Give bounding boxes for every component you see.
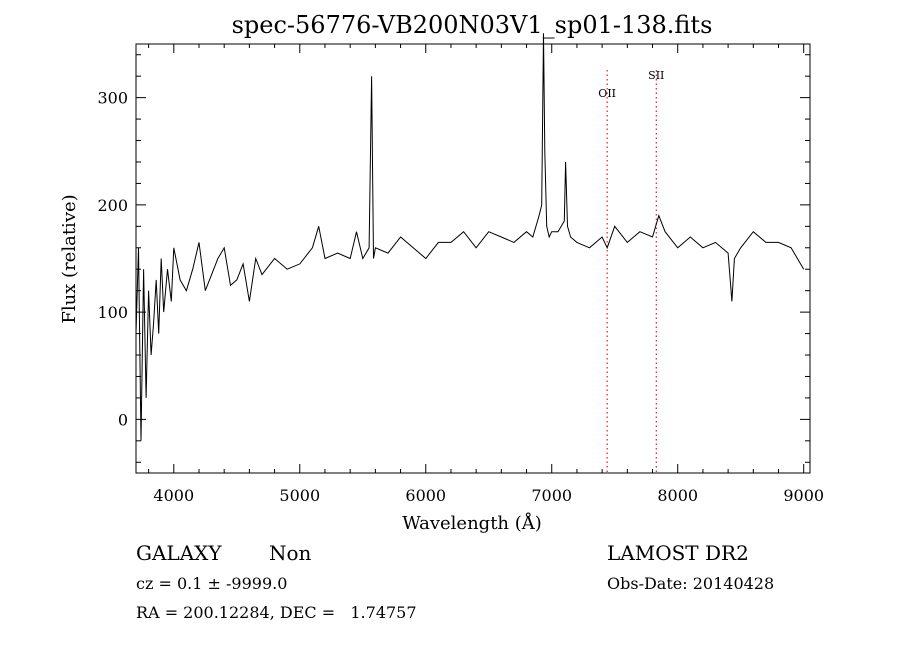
emission-line-label: OII — [598, 87, 616, 100]
x-tick-label: 9000 — [783, 486, 824, 505]
x-tick-label: 6000 — [405, 486, 446, 505]
x-tick-label: 7000 — [531, 486, 572, 505]
y-axis-label: Flux (relative) — [59, 194, 80, 323]
x-axis-label: Wavelength (Å) — [402, 512, 542, 534]
emission-line-label: SII — [648, 69, 664, 82]
redshift-text: cz = 0.1 ± -9999.0 — [136, 574, 288, 593]
y-tick-label: 300 — [97, 89, 128, 108]
x-tick-label: 4000 — [153, 486, 194, 505]
y-tick-label: 200 — [97, 196, 128, 215]
emission-line-markers: OII SII — [598, 69, 664, 473]
series-line — [135, 33, 805, 441]
object-subclass: Non — [269, 541, 312, 565]
series-layer — [135, 33, 805, 441]
axis-ticks: 4000 5000 6000 7000 8000 9000 0 100 200 300 — [97, 44, 824, 505]
x-tick-label: 8000 — [657, 486, 698, 505]
coordinates-text: RA = 200.12284, DEC = 1.74757 — [136, 603, 417, 622]
y-tick-label: 0 — [118, 410, 128, 429]
x-tick-label: 5000 — [279, 486, 320, 505]
plot-area: spec-56776-VB200N03V1_sp01-138.fits 4000… — [59, 11, 824, 534]
object-class: GALAXY — [136, 541, 222, 565]
plot-frame — [135, 43, 811, 474]
obs-date: Obs-Date: 20140428 — [607, 574, 775, 593]
chart-title: spec-56776-VB200N03V1_sp01-138.fits — [232, 11, 713, 39]
y-tick-label: 100 — [97, 303, 128, 322]
survey-name: LAMOST DR2 — [607, 541, 749, 565]
